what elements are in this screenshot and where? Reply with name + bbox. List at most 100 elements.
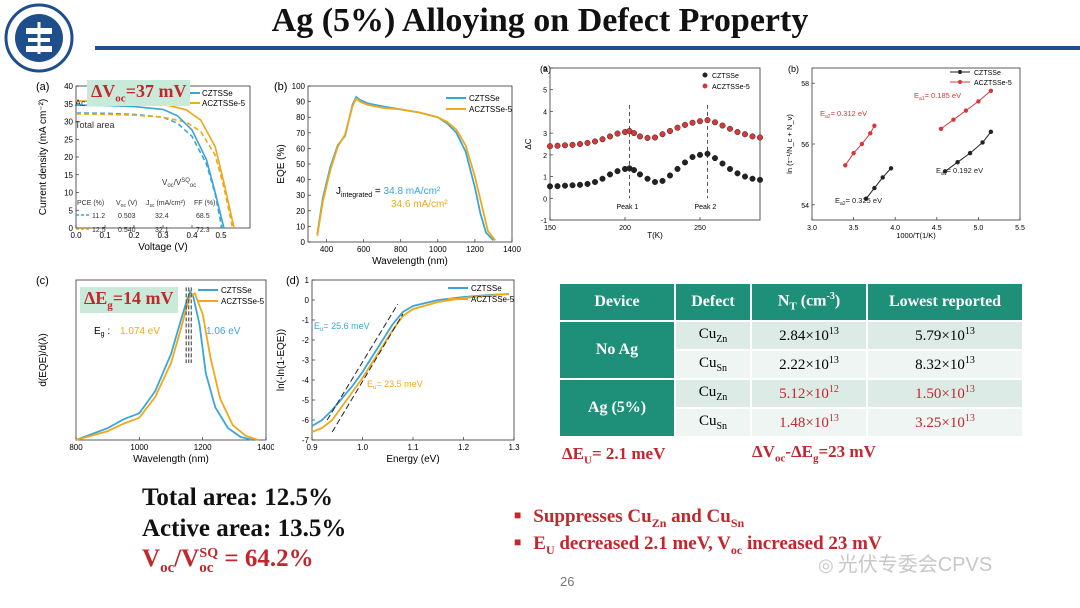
ea1-black-label: Ea1= 0.192 eV xyxy=(936,166,983,177)
y-tick-label: 56 xyxy=(801,142,809,149)
x-tick-label: 4.0 xyxy=(890,225,900,232)
data-point xyxy=(963,108,969,113)
data-point xyxy=(734,129,741,136)
col-defect: Defect xyxy=(674,282,752,322)
fit-line xyxy=(326,303,399,421)
x-tick-label: 0.4 xyxy=(186,231,198,240)
data-point xyxy=(547,143,554,150)
x-tick-label: 1200 xyxy=(194,443,212,452)
group-ag-5: Ag (5%) xyxy=(558,378,676,438)
table-row: CuSn 2.22×1013 8.32×1013 xyxy=(559,349,1024,380)
series-line xyxy=(75,104,225,229)
y-axis-label: d(EQE)/d(λ) xyxy=(38,333,49,386)
data-point xyxy=(636,171,643,178)
x-tick-label: 1200 xyxy=(466,245,484,254)
y-tick-label: 5 xyxy=(543,88,547,95)
delta-eu-label: ΔEU= 2.1 meV xyxy=(562,444,666,467)
x-tick-label: 0.2 xyxy=(128,231,140,240)
data-point xyxy=(938,126,944,131)
university-logo xyxy=(4,3,74,73)
y-tick-label: 40 xyxy=(64,82,73,91)
x-tick-label: 0.5 xyxy=(215,231,227,240)
y-tick-label: 70 xyxy=(296,129,305,138)
data-point xyxy=(719,122,726,129)
watermark: ◎ 光伏专委会CPVS xyxy=(818,554,993,576)
voc-ratio-summary: Voc/VocSQ = 64.2% xyxy=(142,545,314,576)
table-header-row: Device Defect NT (cm-3) Lowest reported xyxy=(558,282,1024,322)
series-line xyxy=(316,95,495,242)
x-axis-label: 1000/T(1/K) xyxy=(896,231,936,240)
jv-chart: (a) 0.0 0.1 0.2 0.3 0.4 0.5 0 5 10 15 20 25 30 35 40 Vo… xyxy=(36,81,251,253)
y-tick-label: 40 xyxy=(296,176,305,185)
col-nt: NT (cm-3) xyxy=(750,282,868,322)
data-point xyxy=(630,130,637,137)
data-point xyxy=(606,171,613,178)
y-tick-label: 3 xyxy=(543,131,547,138)
data-point xyxy=(988,88,994,93)
derivative-chart: (c) 800 1000 1200 1400 Wavelength (nm) d(EQE)… xyxy=(36,275,274,465)
nt-cell: 2.84×1013 xyxy=(750,320,868,351)
series-line xyxy=(311,293,509,433)
svg-text:32.1: 32.1 xyxy=(155,227,169,234)
legend-aczts: ACZTSSe-5 xyxy=(712,84,750,91)
x-axis-label: Energy (eV) xyxy=(386,454,439,465)
data-point xyxy=(554,142,561,149)
legend-aczts: ACZTSSe-5 xyxy=(221,297,265,306)
data-point xyxy=(630,167,637,174)
data-point xyxy=(689,154,696,161)
x-tick-label: 4.5 xyxy=(932,225,942,232)
data-point xyxy=(955,160,960,165)
y-axis-label: ln(-ln(1-EQE)) xyxy=(276,329,287,391)
x-tick-label: 600 xyxy=(357,245,371,254)
y-tick-label: 20 xyxy=(64,153,73,162)
data-point xyxy=(704,150,711,157)
data-point xyxy=(591,178,598,185)
peak-1-label: Peak 1 xyxy=(617,204,639,211)
data-point xyxy=(569,141,576,148)
x-tick-label: 5.0 xyxy=(974,225,984,232)
legend-czts: CZTSSe xyxy=(974,70,1001,77)
col-device: Device xyxy=(558,282,676,322)
x-tick-label: 1000 xyxy=(130,443,148,452)
data-point xyxy=(606,133,613,140)
data-point xyxy=(644,134,651,141)
y-tick-label: 0 xyxy=(301,238,306,247)
y-tick-label: 25 xyxy=(64,135,73,144)
panel-urbach: (d) 0.9 1.0 1.1 1.2 1.3 -7 -6 -5 -4 -3 -2 -1 0 1 Energ… xyxy=(272,272,522,472)
y-tick-label: -4 xyxy=(302,376,310,385)
lowest-cell: 5.79×1013 xyxy=(866,320,1024,351)
fit-line xyxy=(331,313,404,433)
arrhenius-legend: CZTSSe ACZTSSe-5 xyxy=(950,70,1012,87)
svg-text:Jsc (mA/cm²): Jsc (mA/cm²) xyxy=(146,200,185,209)
defect-cell: CuZn xyxy=(674,320,752,351)
x-tick-label: 0.0 xyxy=(70,231,82,240)
x-tick-label: 1.3 xyxy=(508,443,520,452)
ea2-black-label: Ea2= 0.325 eV xyxy=(835,196,882,207)
table-row: Ag (5%) CuZn 5.12×1012 1.50×1013 xyxy=(558,378,1024,438)
data-point xyxy=(719,160,726,167)
data-point xyxy=(749,175,756,182)
lowest-cell: 1.50×1013 xyxy=(866,378,1024,409)
x-tick-label: 1.0 xyxy=(357,443,369,452)
eu-czts-label: Eu= 25.6 meV xyxy=(314,321,370,333)
total-area-label: Total area xyxy=(75,120,115,130)
ea2-red-label: Ea2= 0.312 eV xyxy=(820,109,867,120)
active-area-label: Ac xyxy=(75,98,86,108)
x-tick-label: 3.5 xyxy=(849,225,859,232)
title-rule xyxy=(95,46,1080,50)
svg-text:FF (%): FF (%) xyxy=(194,200,215,207)
col-lowest: Lowest reported xyxy=(866,282,1024,322)
panel-arrhenius: (b) 3.0 3.5 4.0 4.5 5.0 5.5 54 56 58 1000/T(1/K) l… xyxy=(782,60,1032,245)
y-tick-label: 6 xyxy=(543,66,547,73)
y-tick-label: 10 xyxy=(64,189,73,198)
data-point xyxy=(734,170,741,177)
page-number: 26 xyxy=(560,574,575,589)
active-area-summary: Active area: 13.5% xyxy=(142,515,347,542)
y-tick-label: 5 xyxy=(69,206,74,215)
data-point xyxy=(659,177,666,184)
arrhenius-chart: (b) 3.0 3.5 4.0 4.5 5.0 5.5 54 56 58 1000/T(1/K) l… xyxy=(785,64,1025,240)
data-point xyxy=(976,99,981,104)
group-no-ag: No Ag xyxy=(558,320,676,380)
svg-text:32.4: 32.4 xyxy=(155,213,169,220)
data-point xyxy=(651,134,658,141)
